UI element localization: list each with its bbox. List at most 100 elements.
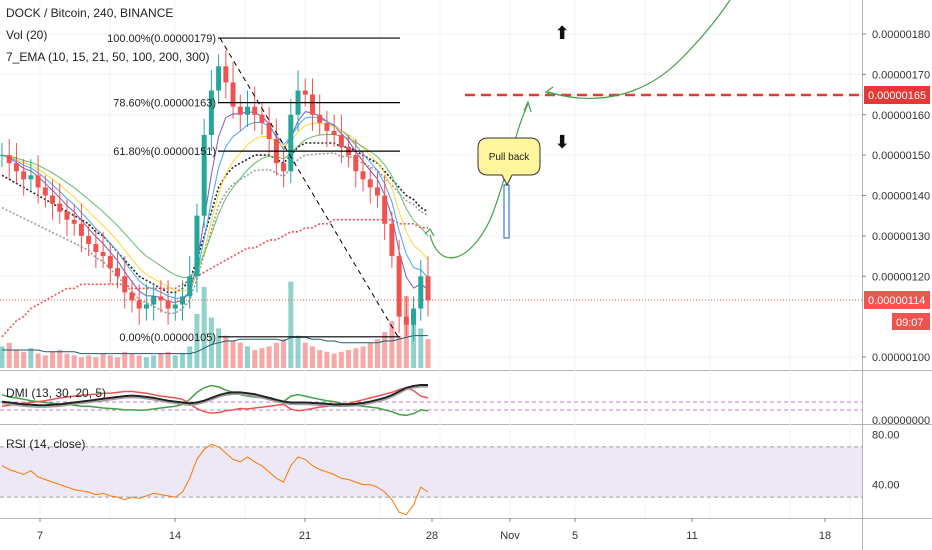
candle-body: [367, 179, 373, 188]
volume-bar: [165, 351, 171, 368]
volume-bar: [0, 346, 5, 368]
candle-body: [0, 155, 5, 157]
volume-bar: [172, 355, 178, 368]
volume-bar: [281, 339, 287, 368]
candle-body: [281, 163, 287, 172]
projection-curve-upper[interactable]: [547, 0, 731, 99]
level-price-label: 0.00000165: [868, 90, 926, 102]
fib-level-label: 78.60%(0.00000163): [113, 98, 216, 110]
candle-body: [252, 106, 258, 115]
fibonacci-retracement[interactable]: 100.00%(0.00000179) 78.60%(0.00000163) 61.…: [107, 33, 400, 344]
volume-bar: [418, 328, 424, 368]
price-tick-label: 0.00000180: [872, 29, 930, 41]
volume-bar: [288, 281, 294, 368]
price-tick-label: 0.00000170: [872, 69, 930, 81]
volume-bar: [353, 348, 359, 368]
volume-bar: [346, 350, 352, 368]
ema-black-line: [1, 142, 429, 294]
volume-bar: [201, 287, 207, 368]
chart-title: DOCK / Bitcoin, 240, BINANCE: [6, 6, 174, 20]
last-price-label-bg: [864, 291, 930, 309]
volume-bar: [122, 351, 128, 368]
rsi-tick-label: 40.00: [872, 480, 900, 492]
candle-body: [6, 155, 12, 164]
ema-fast-line: [1, 110, 429, 304]
volume-bar: [50, 351, 56, 368]
volume-bar: [42, 355, 48, 368]
candle-body: [194, 215, 200, 277]
candle-body: [180, 296, 186, 305]
time-tick-label: 21: [299, 530, 311, 542]
volume-bar: [143, 357, 149, 368]
time-tick-label: 14: [169, 530, 181, 542]
candle-body: [374, 187, 380, 196]
candle-body: [35, 175, 41, 188]
volume-bar: [208, 317, 214, 368]
projection-arrow-head-lower: [523, 100, 532, 113]
rsi-pane: [0, 443, 862, 516]
volume-bar: [273, 342, 279, 368]
volume-bar: [302, 342, 308, 368]
projection-arrow-head-upper: [544, 86, 555, 97]
arrow-up-icon[interactable]: ⬆: [554, 23, 569, 44]
volume-bar: [331, 353, 337, 368]
volume-ma-path: [2, 335, 428, 355]
time-tick-label: 11: [686, 530, 697, 542]
projection-arrow-head-start: [424, 228, 435, 237]
candle-body: [28, 175, 34, 180]
volume-bar: [382, 332, 388, 368]
candle-body: [107, 256, 113, 269]
candle-body: [50, 195, 56, 204]
level-price-label-bg: [864, 86, 930, 104]
volume-bar: [158, 353, 164, 368]
fib-level-label: 0.00%(0.00000105): [119, 332, 216, 344]
candle-body: [78, 223, 84, 236]
candle-body: [266, 122, 272, 139]
volume-bar: [216, 328, 222, 368]
adxr-line: [1, 386, 428, 408]
volume-bar: [100, 353, 106, 368]
volume-bar: [237, 342, 243, 368]
price-tick-label: 0.00000140: [872, 191, 930, 203]
price-tick-label: 0.00000130: [872, 231, 930, 243]
volume-bar: [338, 351, 344, 368]
volume-bar: [194, 314, 200, 368]
volume-bar: [244, 346, 250, 368]
candle-body: [338, 134, 344, 148]
time-axis[interactable]: 7 14 21 28 Nov 5 11 18: [37, 518, 831, 542]
candle-body: [158, 296, 164, 301]
volume-bar: [309, 346, 315, 368]
volume-bar: [223, 335, 229, 368]
candle-body: [13, 163, 19, 172]
time-tick-label: Nov: [500, 530, 520, 542]
volume-ma-line: [2, 335, 428, 355]
volume-bar: [6, 342, 12, 368]
candle-body: [382, 195, 388, 224]
candle-body: [136, 300, 142, 309]
candle-body: [425, 276, 431, 301]
candle-body: [172, 304, 178, 309]
candle-body: [324, 122, 330, 131]
price-candles: [0, 50, 431, 341]
adx-line: [1, 384, 428, 407]
pullback-callout-bubble[interactable]: [477, 137, 541, 187]
volume-bar: [396, 335, 402, 368]
dmi-legend: DMI (13, 30, 20, 5): [6, 386, 107, 400]
fib-trend-line: [219, 37, 399, 338]
price-axis[interactable]: 0.00000180 0.00000170 0.00000160 0.00000150…: [862, 29, 930, 492]
candle-body: [64, 211, 70, 220]
candle-body: [216, 66, 222, 91]
volume-bar: [71, 355, 77, 368]
price-tick-label: 0.00000160: [872, 110, 930, 122]
arrow-down-icon[interactable]: ⬇: [554, 132, 569, 153]
rsi-line: [1, 443, 429, 516]
candle-body: [208, 90, 214, 135]
time-tick-label: 7: [37, 530, 43, 542]
projection-curve-lower[interactable]: [429, 103, 529, 259]
rsi-legend: RSI (14, close): [6, 437, 86, 451]
volume-bar: [35, 353, 41, 368]
dmi-minus-line: [1, 387, 429, 414]
candle-body: [411, 308, 417, 325]
rsi-tick-label: 80.00: [872, 429, 900, 441]
